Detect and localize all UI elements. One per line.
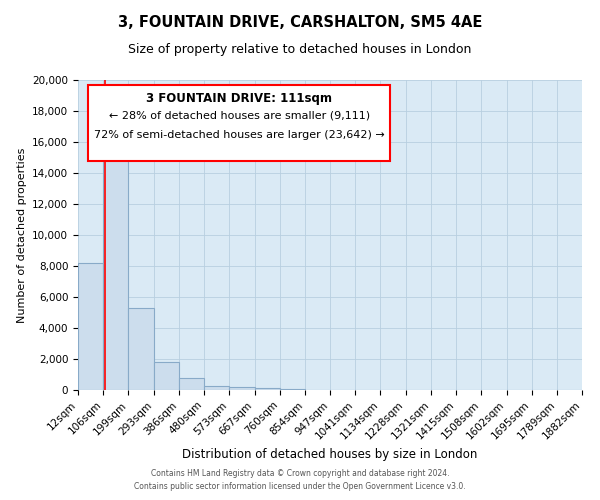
Text: Contains public sector information licensed under the Open Government Licence v3: Contains public sector information licen…	[134, 482, 466, 491]
X-axis label: Distribution of detached houses by size in London: Distribution of detached houses by size …	[182, 448, 478, 461]
FancyBboxPatch shape	[88, 84, 391, 160]
Bar	[78, 263, 103, 390]
Bar	[280, 389, 305, 390]
Bar	[204, 386, 229, 390]
Text: Contains HM Land Registry data © Crown copyright and database right 2024.: Contains HM Land Registry data © Crown c…	[151, 468, 449, 477]
Text: 3, FOUNTAIN DRIVE, CARSHALTON, SM5 4AE: 3, FOUNTAIN DRIVE, CARSHALTON, SM5 4AE	[118, 15, 482, 30]
Y-axis label: Number of detached properties: Number of detached properties	[17, 148, 26, 322]
Bar	[103, 132, 128, 390]
Bar	[229, 387, 254, 390]
Text: 3 FOUNTAIN DRIVE: 111sqm: 3 FOUNTAIN DRIVE: 111sqm	[146, 92, 332, 106]
Bar	[254, 388, 280, 390]
Bar	[128, 308, 154, 390]
Text: 72% of semi-detached houses are larger (23,642) →: 72% of semi-detached houses are larger (…	[94, 130, 385, 140]
Text: ← 28% of detached houses are smaller (9,111): ← 28% of detached houses are smaller (9,…	[109, 111, 370, 121]
Bar	[179, 378, 204, 390]
Text: Size of property relative to detached houses in London: Size of property relative to detached ho…	[128, 42, 472, 56]
Bar	[154, 362, 179, 390]
